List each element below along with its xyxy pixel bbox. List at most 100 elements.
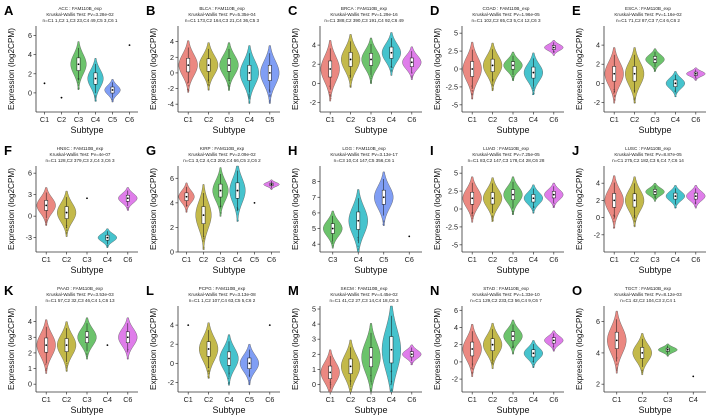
outlier-point xyxy=(207,83,210,85)
outlier-point xyxy=(633,218,636,220)
outlier-point xyxy=(634,101,636,104)
panel-title: TGCT : FAM110B_exp xyxy=(625,286,671,291)
median-point xyxy=(207,348,210,350)
x-tick-label: C4 xyxy=(529,395,538,404)
y-tick-label: 4 xyxy=(454,323,458,332)
outlier-point xyxy=(331,242,334,244)
x-tick-label: C4 xyxy=(387,115,396,124)
panel-test: Kruskal-Wallis Test: Pv=4.45e-02 xyxy=(330,292,398,297)
panel-counts: n=C1 275,C2 182,C3 6,C4 7,C6 14 xyxy=(612,158,684,163)
outlier-point xyxy=(45,367,48,370)
outlier-point xyxy=(77,84,80,86)
outlier-point xyxy=(616,363,618,365)
median-point xyxy=(390,51,393,54)
outlier-point xyxy=(208,372,210,375)
y-tick-label: 4 xyxy=(312,240,316,249)
y-tick-label: 2 xyxy=(28,69,32,78)
x-tick-label: C4 xyxy=(671,115,680,124)
y-tick-label: 1 xyxy=(28,364,32,373)
x-tick-label: C2 xyxy=(638,395,647,404)
y-tick-label: -2.5 xyxy=(446,82,458,91)
panel-counts: n=C1 128,C2 379,C3 2,C4 3,C6 3 xyxy=(45,158,115,163)
y-tick-label: 0 xyxy=(170,359,174,368)
y-tick-label: 6 xyxy=(170,174,174,183)
panel-counts: n=C1 41,C2 27,C3 14,C4 18,C6 3 xyxy=(329,298,399,303)
outlier-point xyxy=(383,221,385,223)
panel-test: Kruskal-Wallis Test: Pv=4e-07 xyxy=(50,152,111,157)
x-tick-label: C6 xyxy=(691,115,700,124)
outlier-point xyxy=(228,82,231,84)
panel-label: F xyxy=(4,143,12,158)
outlier-point xyxy=(227,382,230,385)
y-tick-label: 4 xyxy=(312,320,316,329)
y-axis-label: Expression (log2CPM) xyxy=(433,168,442,250)
y-tick-label: 2 xyxy=(170,340,174,349)
y-axis-label: Expression (log2CPM) xyxy=(291,168,300,250)
x-tick-label: C3 xyxy=(650,115,659,124)
y-tick-label: -2.5 xyxy=(446,222,458,231)
outlier-point xyxy=(612,220,615,223)
outlier-point xyxy=(203,238,205,240)
panel-title: ACC : FAM110B_exp xyxy=(58,6,102,11)
x-tick-label: C6 xyxy=(691,255,700,264)
outlier-point xyxy=(331,241,333,243)
panel-test: Kruskal-Wallis Test: Pv=1.29e-16 xyxy=(330,12,398,17)
x-tick-label: C3 xyxy=(224,115,233,124)
outlier-point xyxy=(330,97,332,100)
panel-title: STAD : FAM110B_exp xyxy=(483,286,529,291)
y-tick-label: 3 xyxy=(312,335,316,344)
outlier-point xyxy=(370,381,373,383)
outlier-point xyxy=(66,365,68,367)
y-axis-label: Expression (log2CPM) xyxy=(7,308,16,390)
median-point xyxy=(641,352,644,354)
x-axis-label: Subtype xyxy=(70,125,103,135)
panel-test: Kruskal-Wallis Test: Pv=1.33e-10 xyxy=(472,292,540,297)
outlier-point xyxy=(228,87,230,89)
outlier-point xyxy=(45,363,47,365)
outlier-point xyxy=(410,75,413,78)
outlier-point xyxy=(471,213,473,215)
outlier-point xyxy=(471,97,473,99)
panel-title: BRCA : FAM110B_exp xyxy=(341,6,388,11)
outlier-point xyxy=(411,76,413,79)
median-point xyxy=(512,335,514,337)
outlier-point xyxy=(512,75,514,78)
outlier-point xyxy=(112,100,114,102)
y-tick-label: 4 xyxy=(28,50,32,59)
x-tick-label: C2 xyxy=(204,395,213,404)
outlier-point xyxy=(471,215,473,217)
outlier-point xyxy=(390,69,392,71)
outlier-point xyxy=(533,363,535,366)
median-point xyxy=(268,324,271,327)
outlier-point xyxy=(66,229,68,231)
x-axis-label: Subtype xyxy=(70,405,103,415)
x-axis-label: Subtype xyxy=(496,265,529,275)
y-tick-label: -3 xyxy=(26,233,32,242)
outlier-point xyxy=(613,227,615,229)
outlier-point xyxy=(111,98,113,100)
median-point xyxy=(270,183,273,186)
median-point xyxy=(228,357,230,360)
median-point xyxy=(248,72,251,74)
median-point xyxy=(60,96,63,99)
outlier-point xyxy=(269,95,271,98)
y-tick-label: -2 xyxy=(594,230,600,239)
y-tick-label: 0 xyxy=(170,248,174,257)
x-tick-label: C3 xyxy=(216,255,225,264)
outlier-point xyxy=(491,82,494,84)
outlier-point xyxy=(329,94,331,96)
outlier-point xyxy=(492,363,494,365)
outlier-point xyxy=(653,70,656,72)
outlier-point xyxy=(694,79,696,81)
outlier-point xyxy=(127,209,129,211)
outlier-point xyxy=(634,220,636,222)
median-point xyxy=(65,344,68,346)
y-tick-label: 4 xyxy=(596,348,600,357)
panel-label: J xyxy=(572,143,579,158)
median-point xyxy=(77,63,80,66)
